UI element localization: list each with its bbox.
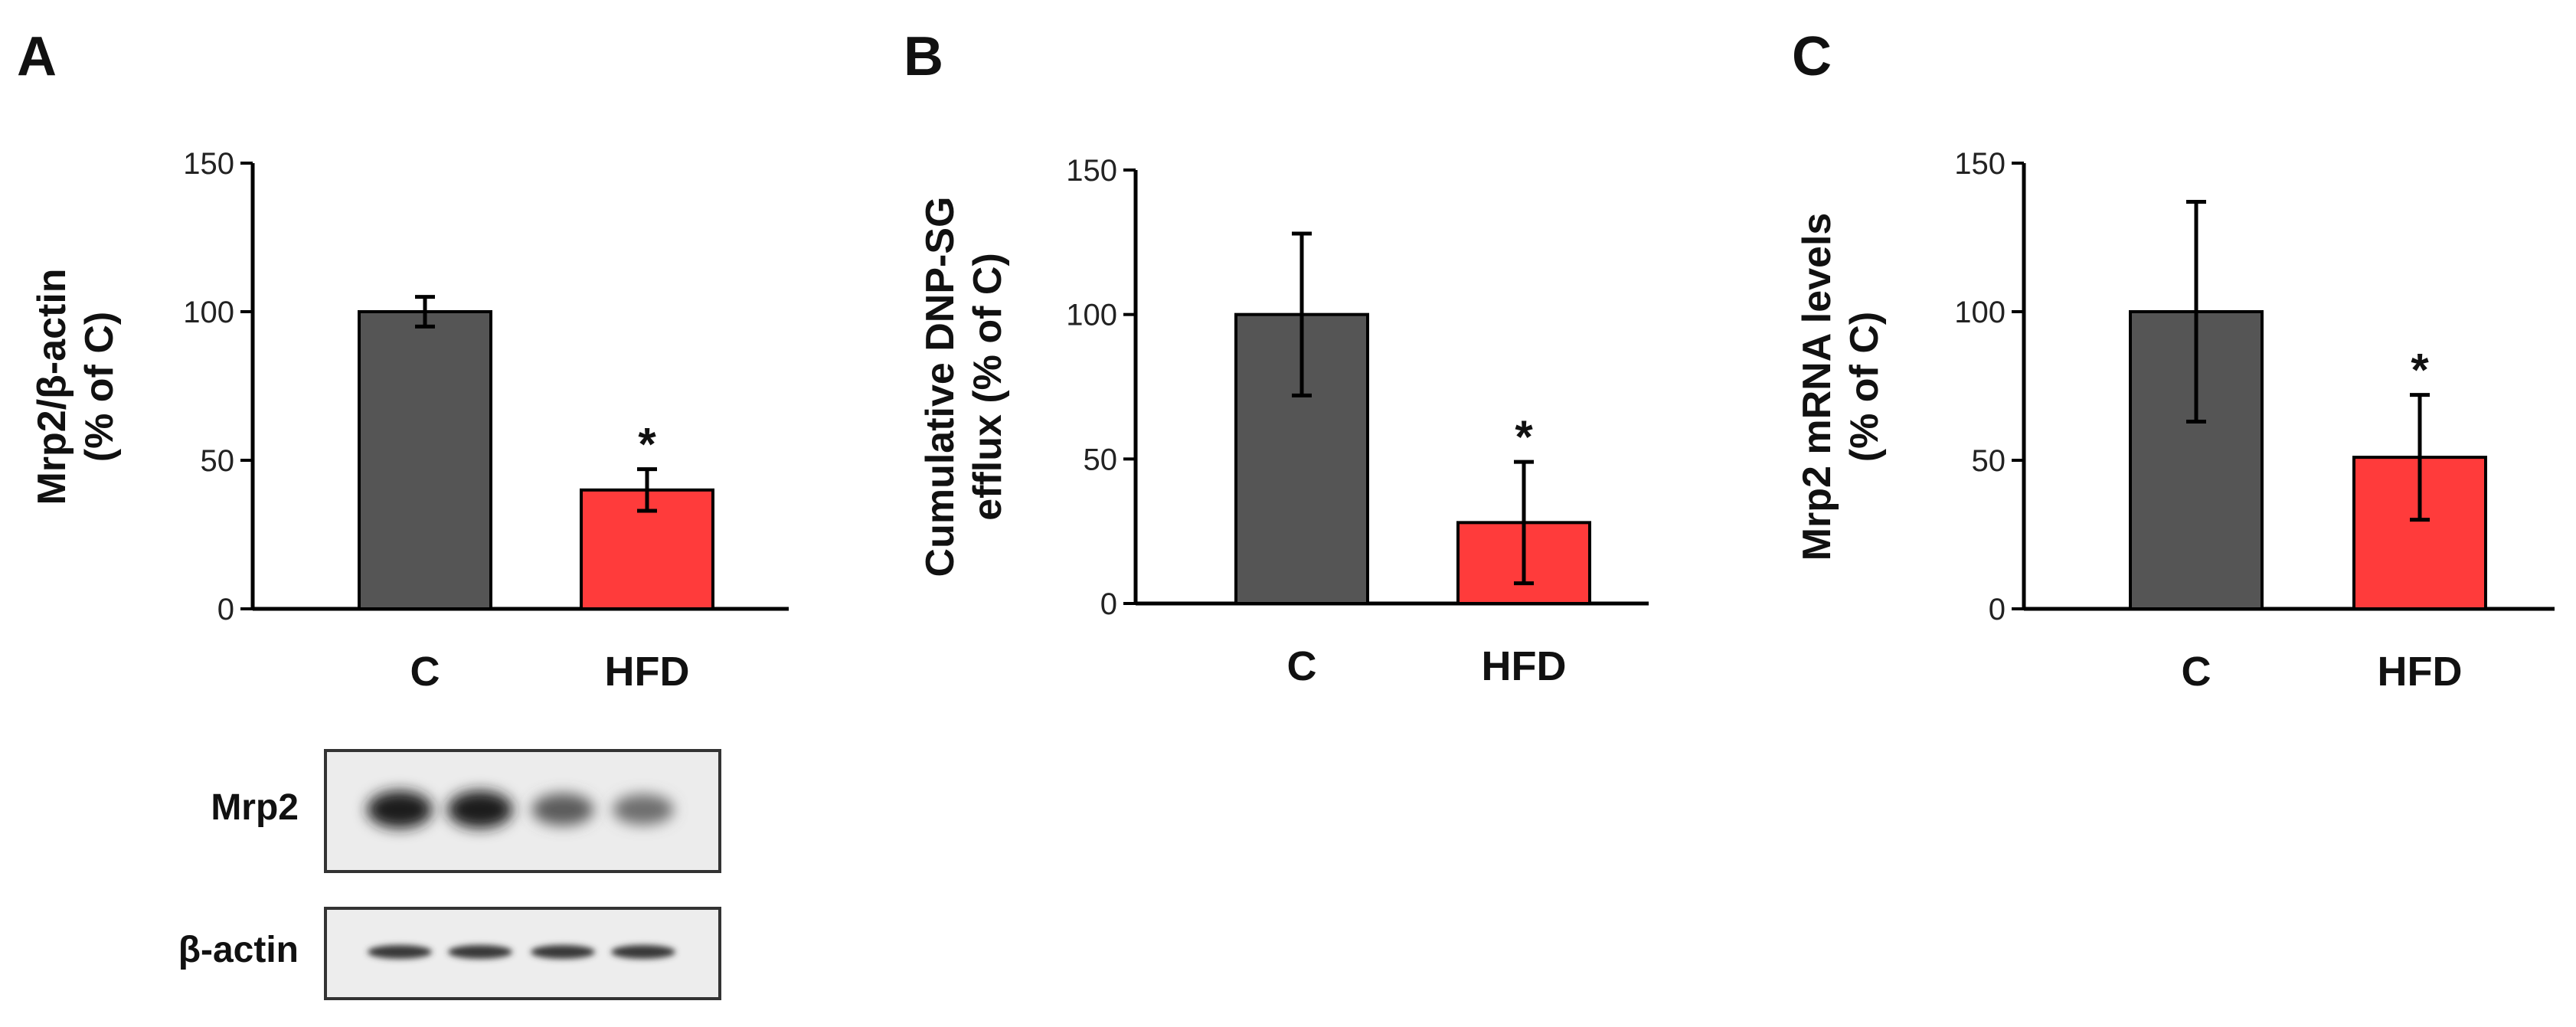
y-tick-label: 150 bbox=[1066, 154, 1117, 188]
y-axis-label-line: Mrp2 mRNA levels bbox=[1795, 213, 1839, 561]
y-axis-label-line: Cumulative DNP-SG bbox=[918, 197, 963, 577]
y-tick-label: 50 bbox=[1972, 444, 2006, 478]
y-tick-label: 0 bbox=[217, 593, 234, 626]
blot-band bbox=[531, 793, 594, 826]
y-tick-label: 100 bbox=[1066, 299, 1117, 332]
y-tick-label: 150 bbox=[1954, 147, 2006, 181]
blot-band bbox=[448, 945, 512, 959]
y-axis-label-line: efflux (% of C) bbox=[966, 253, 1010, 521]
y-tick-label: 50 bbox=[201, 444, 235, 478]
y-tick-label: 0 bbox=[1100, 587, 1117, 621]
bar-c bbox=[358, 310, 492, 610]
y-axis-label: Cumulative DNP-SGefflux (% of C) bbox=[918, 197, 1010, 577]
category-label: HFD bbox=[605, 649, 690, 695]
blot-band bbox=[368, 945, 432, 959]
category-label: HFD bbox=[2378, 649, 2463, 695]
panel-letter-a: A bbox=[17, 26, 57, 87]
category-label: C bbox=[1287, 643, 1317, 689]
blot-label-beta-actin: β-actin bbox=[178, 930, 299, 970]
y-axis-label-line: (% of C) bbox=[77, 312, 122, 462]
category-label: C bbox=[410, 649, 440, 695]
panel-letter-b: B bbox=[904, 26, 943, 87]
chart-panel-a: 0 50 100 150 * C HFD Mrp2/β-actin(% of C) bbox=[30, 147, 789, 695]
blot-band bbox=[447, 790, 513, 829]
chart-panel-c: 0 50 100 150 * C HFD Mrp2 mRNA levels(% of C… bbox=[1795, 147, 2555, 695]
blot-bands-mrp2 bbox=[367, 790, 674, 829]
y-tick-label: 150 bbox=[183, 147, 234, 181]
y-tick-label: 50 bbox=[1084, 443, 1118, 476]
category-label: C bbox=[2182, 649, 2212, 695]
blot-bands-beta-actin bbox=[368, 945, 675, 959]
y-tick-label: 100 bbox=[1954, 296, 2006, 329]
y-axis-label-line: Mrp2/β-actin bbox=[30, 268, 74, 505]
y-tick-label: 0 bbox=[1989, 593, 2006, 626]
significance-marker: * bbox=[638, 419, 656, 470]
significance-marker: * bbox=[2411, 345, 2429, 396]
blot-band bbox=[613, 794, 674, 825]
chart-panel-b: 0 50 100 150 * C HFD Cumulative DNP-SGefflux… bbox=[918, 154, 1649, 689]
panel-letter-c: C bbox=[1792, 26, 1832, 87]
significance-marker: * bbox=[1515, 411, 1533, 463]
y-axis-label-line: (% of C) bbox=[1842, 312, 1887, 462]
blot-band bbox=[611, 945, 675, 959]
y-axis-label: Mrp2 mRNA levels(% of C) bbox=[1795, 213, 1887, 561]
blot-band bbox=[531, 945, 595, 959]
blot-label-mrp2: Mrp2 bbox=[211, 787, 299, 828]
western-blot: Mrp2 β-actin bbox=[178, 749, 721, 1000]
blot-band bbox=[367, 790, 433, 829]
y-tick-label: 100 bbox=[183, 296, 234, 329]
y-axis-label: Mrp2/β-actin(% of C) bbox=[30, 268, 122, 505]
category-label: HFD bbox=[1482, 643, 1567, 689]
